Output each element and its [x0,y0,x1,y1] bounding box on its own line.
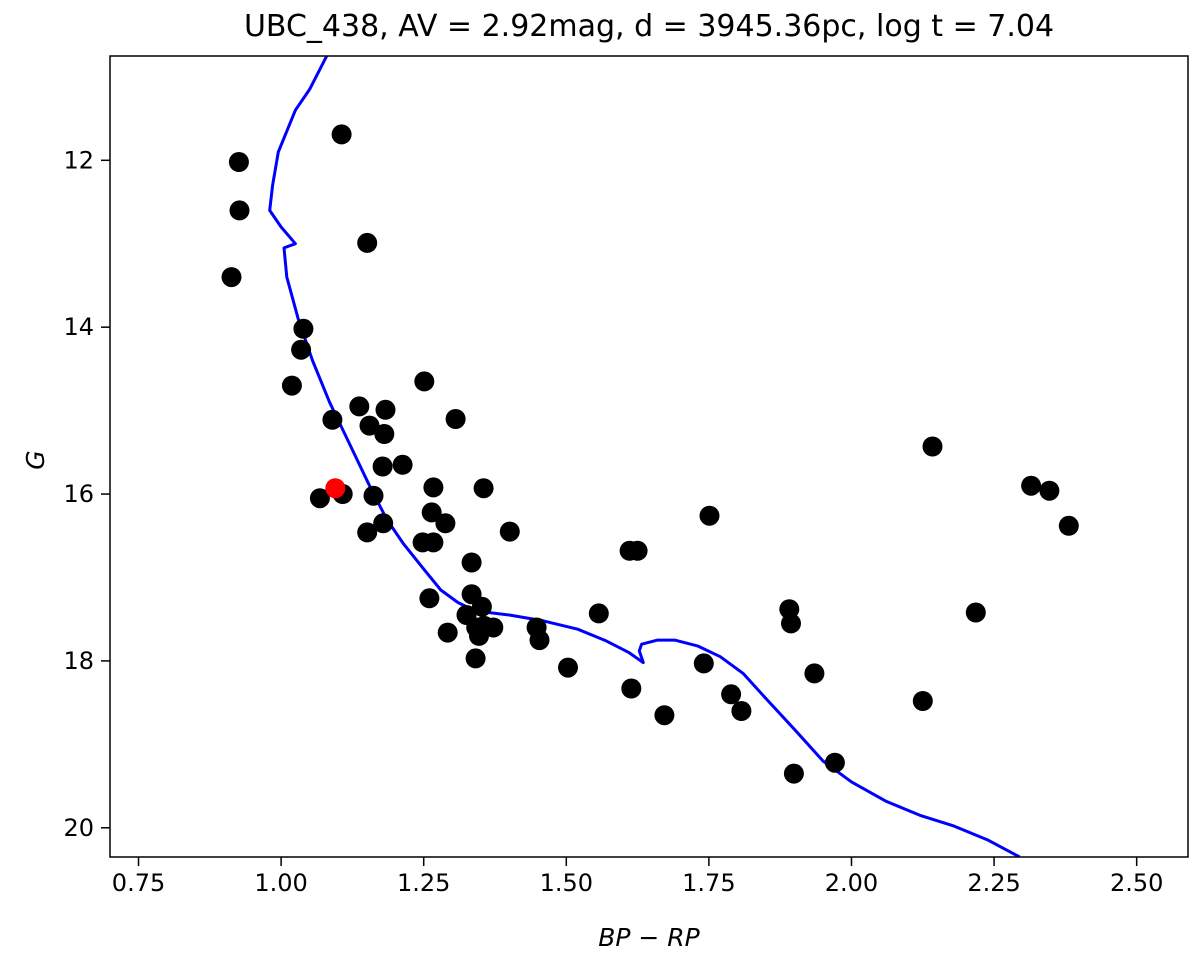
x-tick-label: 0.75 [112,869,165,897]
y-tick-label: 12 [63,146,94,174]
member-star-point [965,602,986,623]
member-star-point [437,622,458,643]
x-tick-label: 1.25 [397,869,450,897]
member-star-point [465,648,486,669]
member-star-point [229,200,250,221]
member-star-point [731,701,752,721]
member-star-point [419,588,440,609]
member-star-point [558,657,578,678]
member-star-point [721,684,742,705]
chart-title: UBC_438, AV = 2.92mag, d = 3945.36pc, lo… [244,9,1054,44]
points-layer [221,124,1079,784]
member-star-point [331,124,352,145]
member-star-point [461,552,482,573]
member-star-point [1021,475,1042,496]
member-star-point [293,318,314,339]
member-star-point [1039,480,1060,501]
member-star-point [588,603,609,624]
member-star-point [473,478,494,499]
isochrone-line [268,56,1021,857]
member-star-point [627,540,648,561]
member-star-point [783,763,804,784]
member-star-point [1058,515,1079,536]
x-axis-ticks: 0.75 1.00 1.25 1.50 1.75 2.00 2.25 2.50 [112,857,1163,897]
member-star-point [414,371,435,392]
member-star-point [435,513,456,534]
member-star-point [291,339,312,360]
member-star-point [423,532,444,553]
y-axis-ticks: 12 14 16 18 20 [63,146,110,842]
member-star-point [804,663,825,684]
member-star-point [445,409,466,429]
y-tick-label: 18 [63,647,94,675]
isochrone-layer [268,56,1021,857]
member-star-point [912,691,933,711]
plot-frame [109,55,1189,858]
y-tick-label: 20 [63,814,94,842]
member-star-point [363,485,384,506]
y-axis-label: G [21,450,50,469]
member-star-point [654,705,675,726]
x-tick-label: 1.50 [540,869,593,897]
y-tick-label: 16 [63,480,94,508]
member-star-point [471,596,492,617]
member-star-point [357,522,378,543]
member-star-point [228,152,249,172]
member-star-point [349,396,370,417]
member-star-point [499,521,520,542]
x-tick-label: 2.00 [825,869,878,897]
member-star-point [621,678,642,699]
member-star-point [781,613,801,634]
member-star-point [372,456,393,477]
x-tick-label: 2.25 [967,869,1020,897]
member-star-point [922,436,943,457]
x-tick-label: 1.75 [682,869,735,897]
member-star-point [375,399,396,420]
member-star-point [421,502,442,523]
y-tick-label: 14 [63,313,94,341]
member-star-point [699,505,720,526]
member-star-point [373,513,394,534]
member-star-point [392,454,413,475]
member-star-point [423,477,444,498]
member-star-point [824,752,845,773]
member-star-point [281,375,302,396]
member-star-point [357,232,378,253]
member-star-point [221,267,242,288]
x-axis-label: BP − RP [598,923,700,952]
x-tick-label: 1.00 [254,869,307,897]
member-star-point [309,488,330,509]
member-star-point [359,415,380,436]
member-star-point [322,409,343,430]
highlighted-star-point [325,478,346,499]
member-star-point [529,630,550,651]
member-star-point [374,424,395,444]
member-star-point [469,625,489,646]
x-tick-label: 2.50 [1110,869,1163,897]
member-star-point [693,653,714,674]
